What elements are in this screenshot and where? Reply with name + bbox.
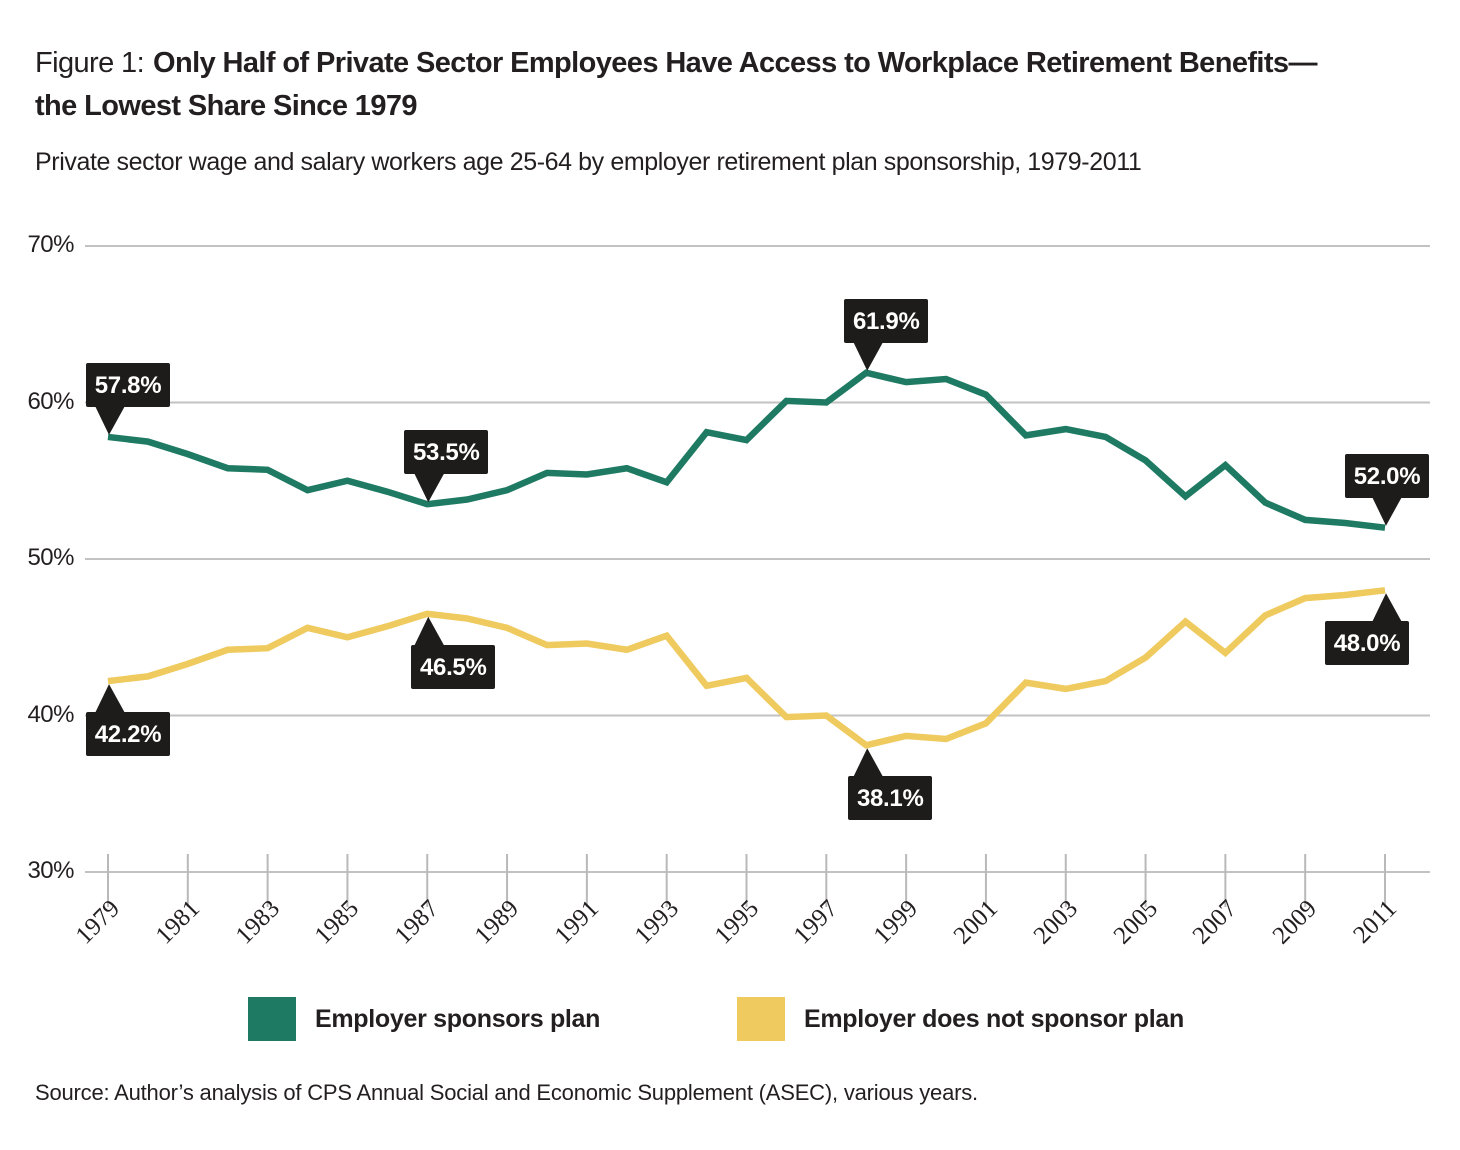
figure-subtitle: Private sector wage and salary workers a… xyxy=(35,148,1142,176)
y-axis-label: 70% xyxy=(27,231,74,258)
legend-item-employer-does-not-sponsor: Employer does not sponsor plan xyxy=(737,997,1184,1041)
y-axis-label: 60% xyxy=(27,387,74,415)
source-note: Source: Author’s analysis of CPS Annual … xyxy=(35,1080,978,1105)
callout-tail xyxy=(414,473,445,503)
callout-tail xyxy=(414,616,445,646)
figure-title: Figure 1: Only Half of Private Sector Emp… xyxy=(35,42,1320,128)
callout-tail xyxy=(1372,593,1402,623)
y-axis-label: 30% xyxy=(27,857,74,884)
callout-61.9: 61.9% xyxy=(844,298,929,343)
series-line-employer-does-not-sponsor xyxy=(107,587,1386,749)
callout-53.5: 53.5% xyxy=(404,430,489,475)
callout-52.0: 52.0% xyxy=(1345,453,1429,498)
callout-tail xyxy=(95,405,125,435)
callout-57.8: 57.8% xyxy=(86,362,170,407)
chart-svg xyxy=(85,245,1430,907)
legend-swatch-green xyxy=(248,997,296,1041)
legend-label: Employer sponsors plan xyxy=(315,1004,601,1033)
series-line-employer-sponsors xyxy=(107,369,1386,531)
legend-label: Employer does not sponsor plan xyxy=(804,1004,1184,1033)
figure-number-label: Figure 1: xyxy=(35,47,145,79)
figure-heading: Only Half of Private Sector Employees Ha… xyxy=(35,47,1317,122)
callout-tail xyxy=(853,748,884,778)
y-axis-label: 50% xyxy=(27,544,74,571)
legend-swatch-yellow xyxy=(737,997,785,1041)
callout-42.2: 42.2% xyxy=(86,712,170,757)
callout-46.5: 46.5% xyxy=(411,644,496,689)
callout-tail xyxy=(1372,496,1402,526)
callout-48.0: 48.0% xyxy=(1325,621,1409,666)
legend-item-employer-sponsors: Employer sponsors plan xyxy=(248,997,600,1041)
y-axis-label: 40% xyxy=(27,700,74,728)
callout-tail xyxy=(853,341,884,371)
callout-38.1: 38.1% xyxy=(848,776,933,821)
callout-tail xyxy=(95,684,125,714)
